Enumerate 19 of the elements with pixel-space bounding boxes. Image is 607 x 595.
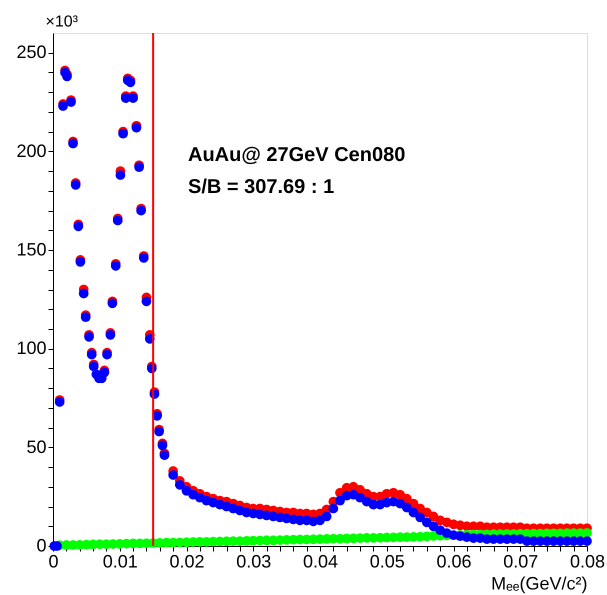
- x-tick-label: 0: [48, 552, 59, 572]
- x-tick-label: 0.06: [436, 552, 472, 572]
- y-tick-label: 100: [16, 338, 46, 358]
- y-tick-label: 200: [16, 140, 46, 161]
- x-tick-label: 0.01: [102, 552, 138, 572]
- x-axis-title: Mₑₑ(GeV/c²): [491, 574, 588, 594]
- x-tick-label: 0.03: [236, 552, 272, 572]
- annotation: S/B = 307.69 : 1: [188, 176, 334, 198]
- y-tick-label: 0: [36, 536, 46, 556]
- x-tick-label: 0.04: [302, 552, 338, 572]
- x-tick-label: 0.08: [570, 552, 606, 572]
- y-tick-label: 250: [16, 42, 46, 62]
- annotation: AuAu@ 27GeV Cen080: [188, 144, 406, 166]
- x-tick-label: 0.07: [503, 552, 538, 572]
- x-tick-label: 0.05: [370, 552, 405, 572]
- y-tick-label: 50: [26, 436, 46, 457]
- y-tick-label: 150: [16, 240, 46, 260]
- y-axis-title: ×10³: [46, 14, 79, 30]
- x-tick-label: 0.02: [169, 552, 205, 572]
